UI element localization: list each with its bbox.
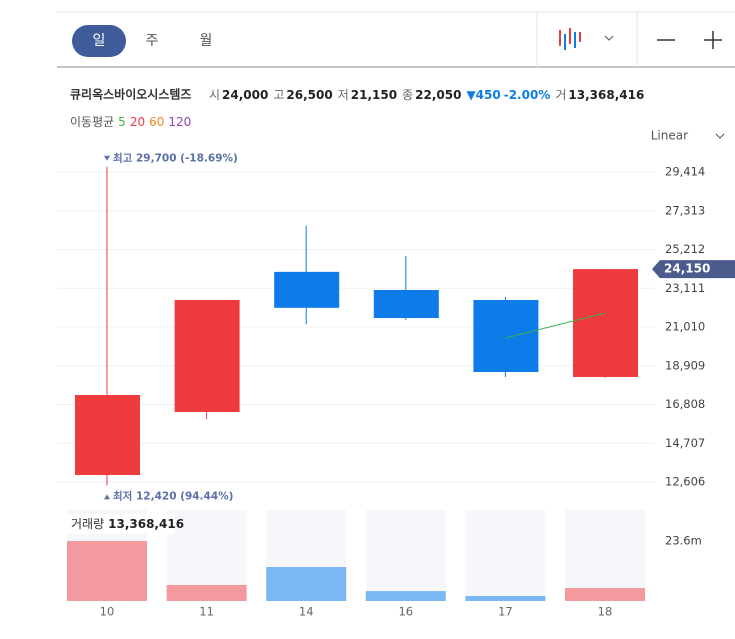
max-label: 최고 29,700 (-18.69%) bbox=[113, 152, 238, 165]
x-tick-label: 18 bbox=[598, 605, 613, 619]
tab[interactable]: 일 bbox=[93, 33, 106, 49]
y-tick-label: 16,808 bbox=[665, 397, 705, 411]
x-tick-label: 17 bbox=[498, 605, 513, 619]
volume-title-bg bbox=[67, 514, 175, 534]
x-tick-label: 14 bbox=[299, 605, 314, 619]
volume-title-name: 거래량 bbox=[71, 517, 104, 531]
volume-bar bbox=[166, 584, 247, 601]
quote-line: 시 24,000 고 26,500 저 21,150 종 22,050 ▼450 -2.00% 거 1… bbox=[209, 88, 644, 102]
volume-title-value: 13,368,416 bbox=[108, 517, 184, 531]
tab[interactable]: 주 bbox=[146, 33, 159, 49]
candle-body bbox=[573, 269, 638, 378]
moving-average bbox=[505, 312, 606, 339]
dropdown-chevron[interactable] bbox=[604, 35, 614, 41]
volume-bar bbox=[67, 541, 147, 601]
ma-period: 20 bbox=[130, 115, 145, 129]
x-tick-label: 10 bbox=[100, 605, 115, 619]
y-tick-label: 29,414 bbox=[665, 165, 705, 179]
scale-mode[interactable]: Linear bbox=[651, 129, 688, 143]
volume-bg bbox=[365, 510, 446, 601]
stock-name: 큐리옥스바이오시스템즈 bbox=[70, 87, 191, 102]
candle-body bbox=[373, 290, 439, 319]
volume-bg bbox=[565, 510, 645, 601]
volume-title: 거래량 13,368,416 bbox=[71, 517, 184, 531]
min-arrow bbox=[104, 494, 110, 500]
candle-body bbox=[473, 300, 539, 373]
volume-bar bbox=[365, 591, 446, 601]
scale-chevron[interactable] bbox=[715, 133, 725, 139]
candle-body bbox=[75, 395, 140, 476]
volume-bar bbox=[565, 588, 645, 601]
volume-tick-label: 23.6m bbox=[665, 534, 702, 548]
volume-bg bbox=[465, 510, 546, 601]
quote-part: 22,050 bbox=[415, 88, 461, 102]
tab[interactable]: 월 bbox=[200, 33, 213, 49]
chart-type-icon[interactable] bbox=[559, 28, 581, 50]
quote-part: ▼450 bbox=[466, 88, 500, 102]
quote-part: -2.00% bbox=[504, 88, 551, 102]
quote-part: 26,500 bbox=[286, 88, 332, 102]
candle-body bbox=[174, 300, 240, 413]
volume-bar bbox=[465, 595, 546, 601]
quote-part: 고 bbox=[273, 88, 284, 102]
tab-active-bg bbox=[72, 25, 126, 57]
x-tick-label: 11 bbox=[199, 605, 214, 619]
candle-body bbox=[274, 271, 340, 308]
quote-part: 종 bbox=[402, 88, 413, 102]
quote-part: 거 bbox=[555, 88, 566, 102]
y-tick-label: 12,606 bbox=[665, 475, 705, 489]
max-arrow bbox=[104, 155, 110, 161]
quote-part: 21,150 bbox=[351, 88, 397, 102]
y-tick-label: 27,313 bbox=[665, 203, 705, 217]
y-tick-label: 23,111 bbox=[665, 281, 705, 295]
quote-part: 13,368,416 bbox=[568, 88, 644, 102]
y-tick-label: 14,707 bbox=[665, 436, 705, 450]
volume-bar bbox=[266, 567, 347, 601]
y-tick-label: 25,212 bbox=[665, 242, 705, 256]
x-tick-label: 16 bbox=[398, 605, 413, 619]
quote-part: 저 bbox=[338, 88, 349, 102]
ma-title: 이동평균 bbox=[70, 115, 114, 129]
quote-part: 시 bbox=[209, 88, 220, 102]
ma-period: 60 bbox=[149, 115, 164, 129]
min-label: 최저 12,420 (94.44%) bbox=[113, 489, 233, 502]
ma-legend: 이동평균 5 20 60 120 bbox=[70, 115, 191, 129]
ma-period: 120 bbox=[168, 115, 191, 129]
y-tick-label: 21,010 bbox=[665, 320, 705, 334]
ma-period: 5 bbox=[118, 115, 126, 129]
quote-part: 24,000 bbox=[222, 88, 268, 102]
price-tag-label: 24,150 bbox=[664, 262, 710, 276]
y-tick-label: 18,909 bbox=[665, 358, 705, 372]
price-tag bbox=[652, 260, 735, 279]
zoom-in[interactable] bbox=[704, 31, 722, 49]
